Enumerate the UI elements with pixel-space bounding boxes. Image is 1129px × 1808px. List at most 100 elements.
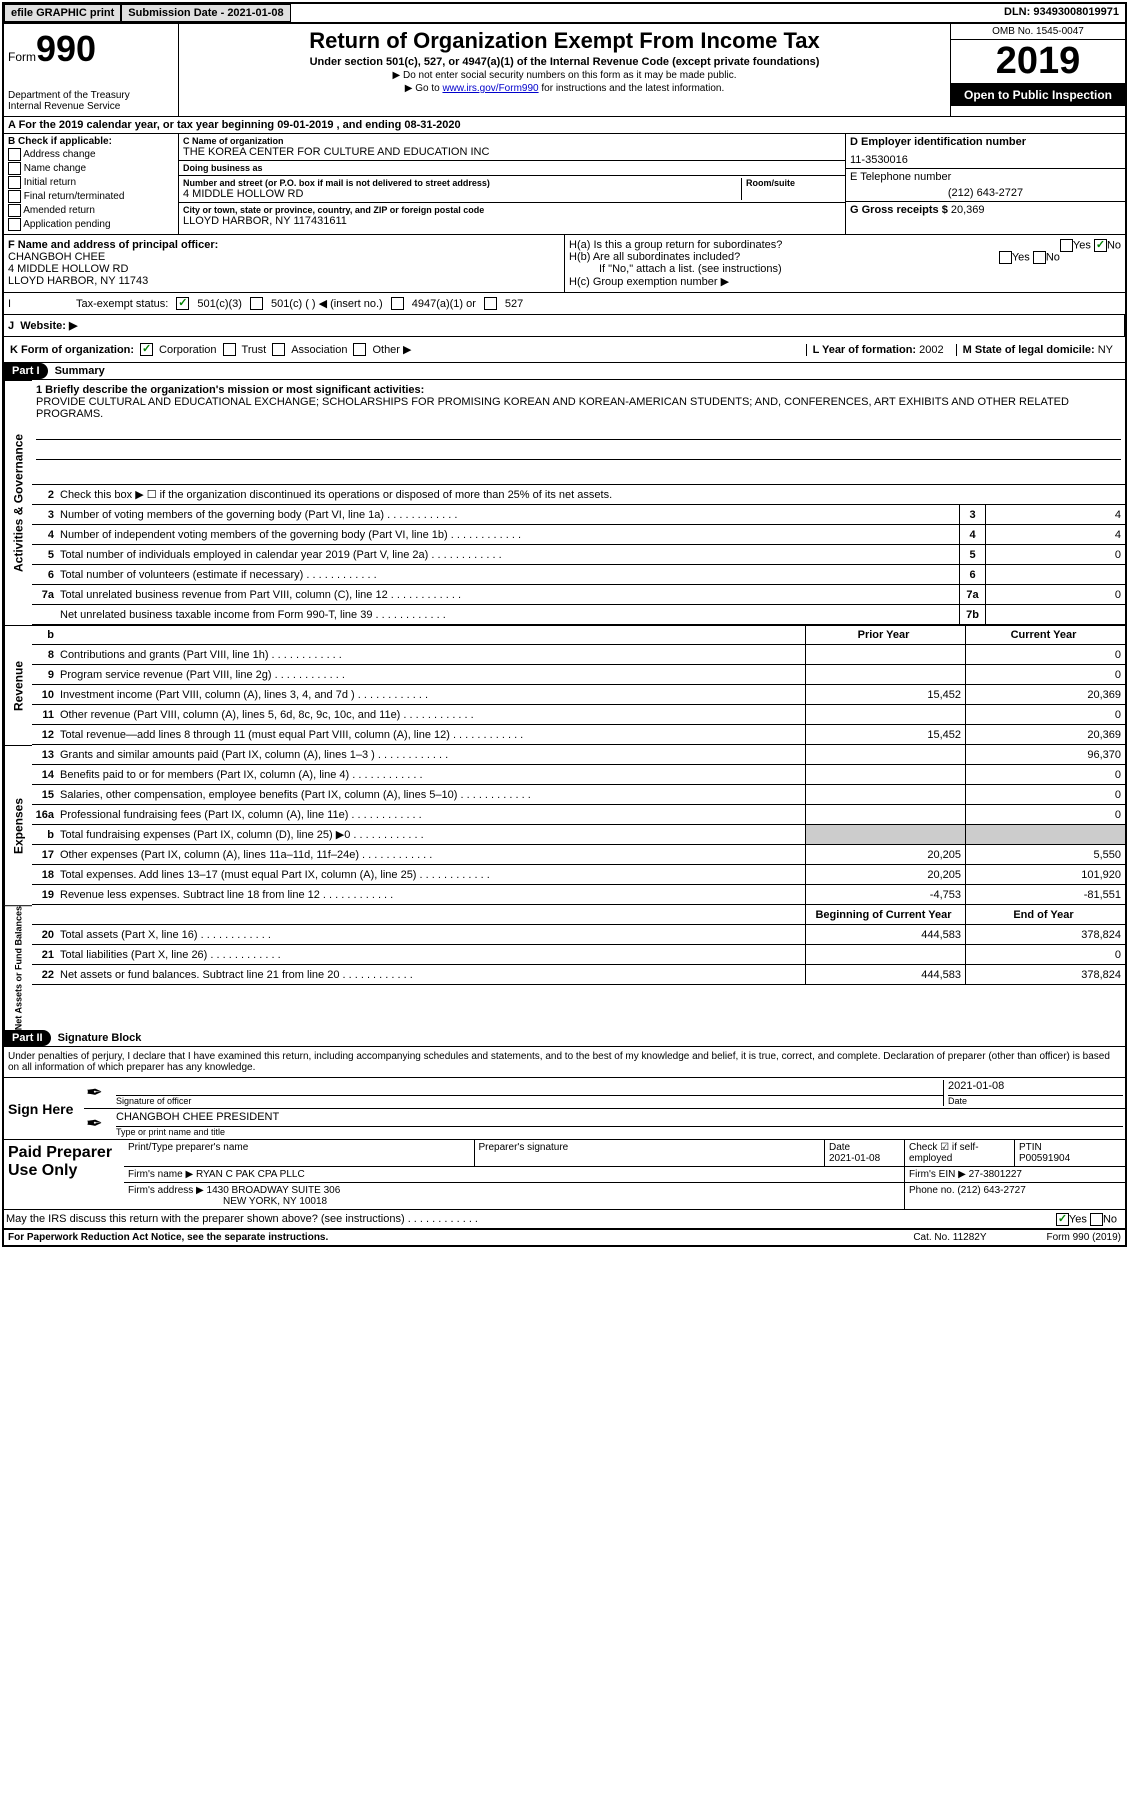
current-value: 20,369 <box>965 685 1125 704</box>
cat-no: Cat. No. 11282Y <box>913 1232 986 1243</box>
form-page: efile GRAPHIC print Submission Date - 20… <box>2 2 1127 1247</box>
501c-checkbox[interactable] <box>250 297 263 310</box>
revenue-section: Revenue b Prior Year Current Year 8 Cont… <box>4 625 1125 745</box>
line-text: Total unrelated business revenue from Pa… <box>58 587 959 603</box>
final-return-checkbox[interactable] <box>8 190 21 203</box>
status-row: I Tax-exempt status: 501(c)(3) 501(c) ( … <box>4 293 1125 315</box>
line-box: 4 <box>959 525 985 544</box>
hb-yes-checkbox[interactable] <box>999 251 1012 264</box>
declaration-text: Under penalties of perjury, I declare th… <box>4 1047 1125 1077</box>
line-num: 12 <box>32 729 58 741</box>
trust-checkbox[interactable] <box>223 343 236 356</box>
prep-sig-label: Preparer's signature <box>479 1142 821 1153</box>
527-checkbox[interactable] <box>484 297 497 310</box>
a1-label: 4947(a)(1) or <box>412 298 476 310</box>
efile-print-button[interactable]: efile GRAPHIC print <box>4 4 121 22</box>
line-text: Other expenses (Part IX, column (A), lin… <box>58 847 805 863</box>
yes-2: Yes <box>1012 251 1030 263</box>
current-value: -81,551 <box>965 885 1125 904</box>
irs-link[interactable]: www.irs.gov/Form990 <box>442 83 538 94</box>
line-num: 8 <box>32 649 58 661</box>
line-6: 6 Total number of volunteers (estimate i… <box>32 565 1125 585</box>
prior-value <box>805 825 965 844</box>
prior-value: 444,583 <box>805 925 965 944</box>
current-value: 20,369 <box>965 725 1125 744</box>
hb-no-checkbox[interactable] <box>1033 251 1046 264</box>
prior-value <box>805 645 965 664</box>
line-text: Net unrelated business taxable income fr… <box>58 607 959 623</box>
firm-addr-label: Firm's address ▶ <box>128 1185 207 1196</box>
current-value: 0 <box>965 805 1125 824</box>
line-15: 15 Salaries, other compensation, employe… <box>32 785 1125 805</box>
paperwork-notice: For Paperwork Reduction Act Notice, see … <box>8 1232 913 1243</box>
current-value: 101,920 <box>965 865 1125 884</box>
cb-0: Address change <box>23 149 95 160</box>
current-value: 378,824 <box>965 925 1125 944</box>
line-value <box>985 605 1125 624</box>
cb-2: Initial return <box>24 177 76 188</box>
amended-return-checkbox[interactable] <box>8 204 21 217</box>
net-assets-section: Net Assets or Fund Balances Beginning of… <box>4 905 1125 1030</box>
line-22: 22 Net assets or fund balances. Subtract… <box>32 965 1125 985</box>
org-name: THE KOREA CENTER FOR CULTURE AND EDUCATI… <box>183 146 841 158</box>
prior-value <box>805 765 965 784</box>
yes-1: Yes <box>1073 239 1091 251</box>
line-num: 10 <box>32 689 58 701</box>
line-text: Professional fundraising fees (Part IX, … <box>58 807 805 823</box>
ha-no-checkbox[interactable] <box>1094 239 1107 252</box>
prior-value <box>805 945 965 964</box>
line-text: Investment income (Part VIII, column (A)… <box>58 687 805 703</box>
exp-sidetab: Expenses <box>4 745 32 905</box>
hb-note: If "No," attach a list. (see instruction… <box>569 263 1121 275</box>
address-change-checkbox[interactable] <box>8 148 21 161</box>
current-value: 0 <box>965 665 1125 684</box>
m-value: NY <box>1098 344 1113 356</box>
status-label: Tax-exempt status: <box>76 298 168 310</box>
4947-checkbox[interactable] <box>391 297 404 310</box>
form-number: 990 <box>36 28 96 69</box>
form-title: Return of Organization Exempt From Incom… <box>183 28 946 54</box>
sign-here-label: Sign Here <box>4 1078 84 1139</box>
app-pending-checkbox[interactable] <box>8 218 21 231</box>
line-text: Other revenue (Part VIII, column (A), li… <box>58 707 805 723</box>
line-num: 22 <box>32 969 58 981</box>
city-label: City or town, state or province, country… <box>183 205 841 215</box>
line-5: 5 Total number of individuals employed i… <box>32 545 1125 565</box>
discuss-no-checkbox[interactable] <box>1090 1213 1103 1226</box>
other-checkbox[interactable] <box>353 343 366 356</box>
name-change-checkbox[interactable] <box>8 162 21 175</box>
line-21: 21 Total liabilities (Part X, line 26) 0 <box>32 945 1125 965</box>
line-7a: 7a Total unrelated business revenue from… <box>32 585 1125 605</box>
form-number-cell: Form990 Department of the Treasury Inter… <box>4 24 179 116</box>
sig-officer-label: Signature of officer <box>116 1096 943 1106</box>
tax-year: 2019 <box>951 40 1125 84</box>
officer-addr2: LLOYD HARBOR, NY 11743 <box>8 275 148 287</box>
line-: Net unrelated business taxable income fr… <box>32 605 1125 625</box>
trust-label: Trust <box>242 344 267 356</box>
pen-icon: ✒ <box>86 1080 116 1106</box>
prior-value: 20,205 <box>805 845 965 864</box>
gross-value: 20,369 <box>951 204 985 216</box>
row-a-period: A For the 2019 calendar year, or tax yea… <box>4 117 1125 134</box>
ha-yes-checkbox[interactable] <box>1060 239 1073 252</box>
line-11: 11 Other revenue (Part VIII, column (A),… <box>32 705 1125 725</box>
discuss-yes-checkbox[interactable] <box>1056 1213 1069 1226</box>
current-value: 0 <box>965 945 1125 964</box>
firm-addr: 1430 BROADWAY SUITE 306 <box>207 1185 341 1196</box>
corp-checkbox[interactable] <box>140 343 153 356</box>
expenses-section: Expenses 13 Grants and similar amounts p… <box>4 745 1125 905</box>
l1-label: 1 Briefly describe the organization's mi… <box>36 384 424 396</box>
beginning-year-header: Beginning of Current Year <box>805 905 965 924</box>
line-18: 18 Total expenses. Add lines 13–17 (must… <box>32 865 1125 885</box>
line-text: Total fundraising expenses (Part IX, col… <box>58 826 805 843</box>
501c3-checkbox[interactable] <box>176 297 189 310</box>
line-text: Total number of individuals employed in … <box>58 547 959 563</box>
line-19: 19 Revenue less expenses. Subtract line … <box>32 885 1125 905</box>
assoc-checkbox[interactable] <box>272 343 285 356</box>
tel-value: (212) 643-2727 <box>850 187 1121 199</box>
line-text: Program service revenue (Part VIII, line… <box>58 667 805 683</box>
cb-5: Application pending <box>23 219 110 230</box>
prior-value <box>805 785 965 804</box>
line-8: 8 Contributions and grants (Part VIII, l… <box>32 645 1125 665</box>
initial-return-checkbox[interactable] <box>8 176 21 189</box>
